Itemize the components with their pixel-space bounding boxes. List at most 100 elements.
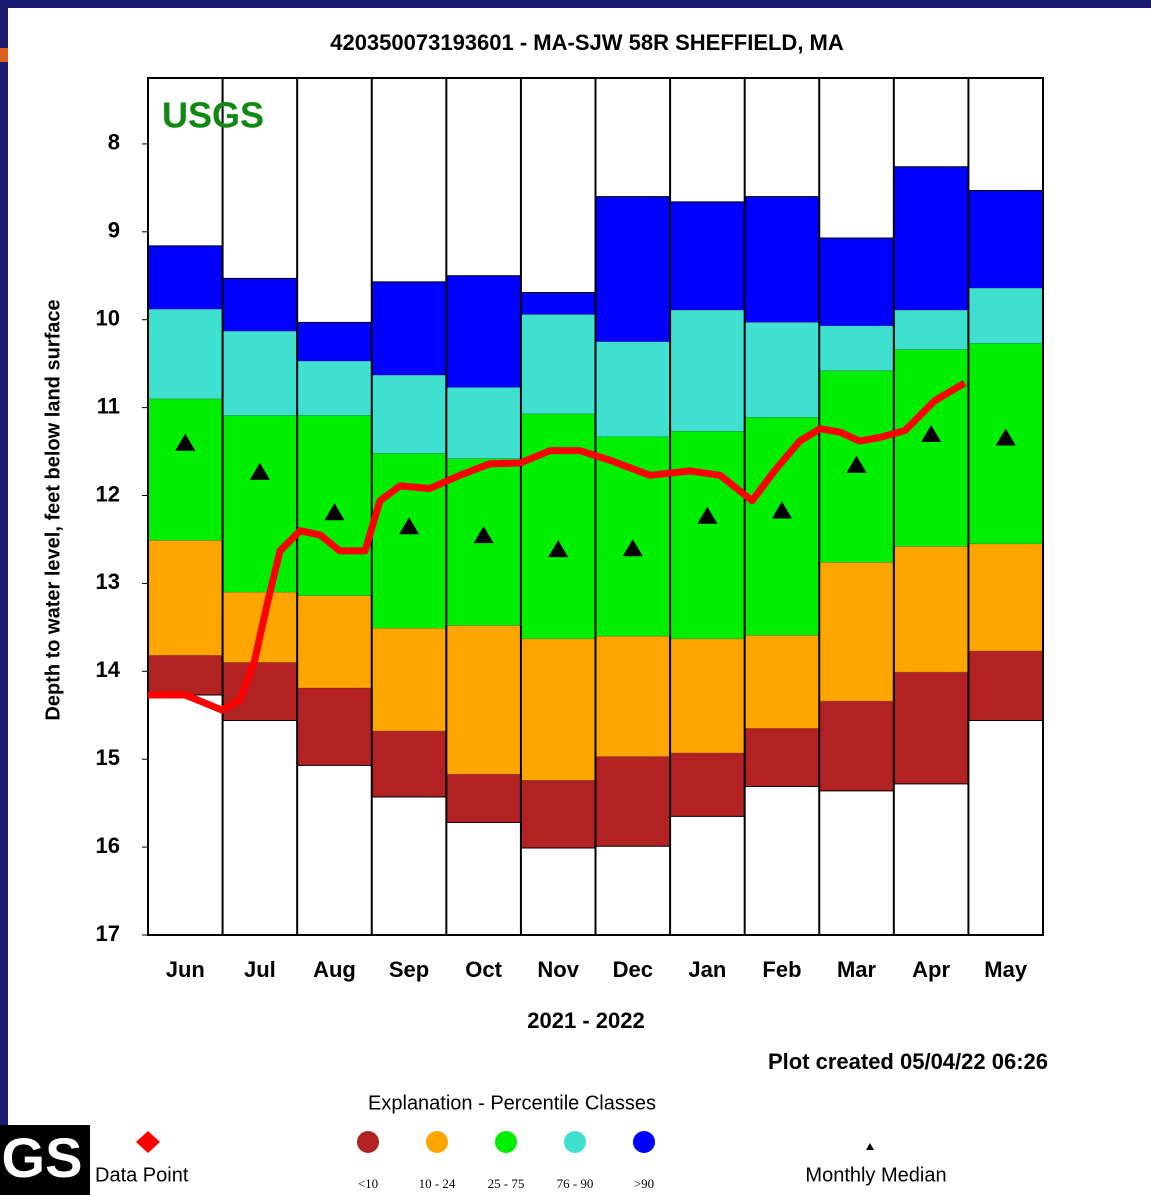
percentile-band <box>968 190 1043 289</box>
percentile-band <box>670 431 745 639</box>
legend-label: 76 - 90 <box>557 1176 594 1191</box>
percentile-band <box>819 325 894 371</box>
percentile-band <box>819 701 894 791</box>
percentile-band <box>297 688 372 766</box>
y-label: Depth to water level, feet below land su… <box>42 299 64 720</box>
x-label: 2021 - 2022 <box>527 1008 644 1033</box>
y-tick-label: 9 <box>108 218 120 243</box>
percentile-band <box>148 245 223 310</box>
percentile-band <box>968 651 1043 721</box>
y-tick-label: 11 <box>97 393 120 418</box>
percentile-band <box>670 201 745 311</box>
percentile-band <box>819 562 894 702</box>
x-tick-label: Nov <box>537 957 579 982</box>
legend-title: Explanation - Percentile Classes <box>368 1092 656 1114</box>
median-marker <box>175 433 196 451</box>
percentile-band <box>744 196 820 323</box>
percentile-band <box>744 635 820 729</box>
legend-marker <box>357 1131 379 1153</box>
legend-label: 10 - 24 <box>419 1176 456 1191</box>
percentile-band <box>297 595 372 689</box>
chart-title: 420350073193601 - MA-SJW 58R SHEFFIELD, … <box>330 30 844 55</box>
percentile-band <box>371 628 447 732</box>
percentile-band <box>520 780 596 848</box>
x-tick-label: Feb <box>762 957 801 982</box>
median-marker <box>995 428 1016 446</box>
x-tick-label: Sep <box>389 957 429 982</box>
x-tick-label: Mar <box>837 957 877 982</box>
accent <box>0 48 8 62</box>
percentile-band <box>893 310 969 350</box>
percentile-band <box>148 309 223 399</box>
legend-marker <box>866 1143 874 1150</box>
percentile-band <box>819 237 894 326</box>
legend-marker <box>136 1131 160 1153</box>
median-marker <box>473 526 494 544</box>
percentile-band <box>371 375 447 454</box>
percentile-band <box>222 331 298 416</box>
legend-label: >90 <box>634 1176 654 1191</box>
percentile-band <box>520 292 596 315</box>
percentile-band <box>595 196 671 342</box>
percentile-band <box>893 349 969 547</box>
x-tick-label: Aug <box>313 957 356 982</box>
percentile-band <box>222 278 298 332</box>
percentile-band <box>520 638 596 781</box>
percentile-band <box>744 322 820 418</box>
legend-label: 25 - 75 <box>488 1176 525 1191</box>
percentile-band <box>222 662 298 721</box>
y-tick-label: 17 <box>96 921 120 946</box>
x-tick-label: May <box>984 957 1028 982</box>
percentile-band <box>297 361 372 416</box>
percentile-band <box>148 398 223 541</box>
median-marker <box>399 517 420 535</box>
y-tick-label: 8 <box>108 130 120 155</box>
x-tick-label: Oct <box>465 957 502 982</box>
y-tick-label: 10 <box>96 306 120 331</box>
plot-frame <box>147 77 1044 936</box>
percentile-band <box>670 310 745 432</box>
median-marker <box>921 424 942 442</box>
percentile-band <box>893 672 969 784</box>
y-tick-label: 16 <box>96 833 120 858</box>
logo: GS <box>2 1126 83 1189</box>
percentile-band <box>670 753 745 817</box>
x-tick-label: Apr <box>912 957 950 982</box>
legend-label: Monthly Median <box>805 1164 946 1186</box>
legend-label: Data Point <box>95 1164 189 1186</box>
median-marker <box>324 503 345 521</box>
y-tick-label: 12 <box>96 481 120 506</box>
x-tick-label: Jun <box>166 957 205 982</box>
y-tick-label: 15 <box>96 745 120 770</box>
percentile-band <box>297 322 372 362</box>
median-marker <box>846 455 867 473</box>
percentile-band <box>595 341 671 437</box>
median-marker <box>548 540 569 558</box>
note: Plot created 05/04/22 06:26 <box>768 1049 1048 1074</box>
logo-box <box>0 1125 90 1195</box>
percentile-band <box>893 166 969 311</box>
percentile-band <box>968 543 1043 652</box>
percentile-band <box>446 387 521 459</box>
percentile-band <box>744 417 820 636</box>
legend-marker <box>495 1131 517 1153</box>
percentile-band <box>670 638 745 754</box>
x-tick-label: Jul <box>244 957 276 982</box>
median-marker <box>622 539 643 557</box>
percentile-band <box>595 636 671 757</box>
legend-marker <box>633 1131 655 1153</box>
median-marker <box>771 501 792 519</box>
percentile-band <box>222 415 298 593</box>
percentile-band <box>893 546 969 673</box>
legend-label: <10 <box>358 1176 378 1191</box>
x-tick-label: Dec <box>613 957 653 982</box>
percentile-band <box>595 756 671 847</box>
percentile-band <box>371 453 447 629</box>
y-tick-label: 14 <box>96 657 121 682</box>
x-tick-label: Jan <box>688 957 726 982</box>
percentile-band <box>744 728 820 787</box>
percentile-band <box>446 774 521 823</box>
percentile-band <box>371 281 447 376</box>
